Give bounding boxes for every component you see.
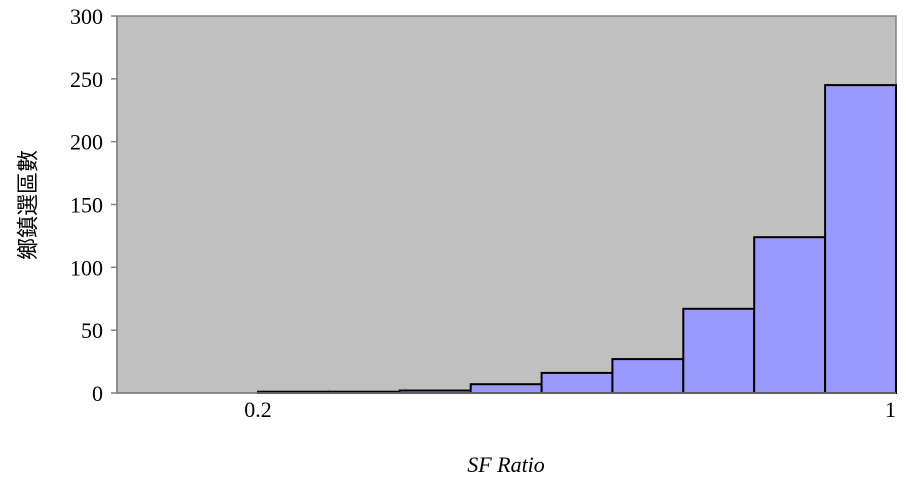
- histogram-bar: [753, 236, 827, 394]
- bars-group: [257, 84, 897, 395]
- histogram-bar: [611, 358, 685, 395]
- y-axis-ticks: 0 50 100 150 200 250 300: [70, 4, 117, 406]
- y-axis-title: 鄉鎮選區數: [16, 150, 41, 260]
- y-tick-label: 200: [70, 130, 103, 155]
- y-tick-label: 50: [81, 318, 103, 343]
- histogram-bar: [469, 383, 543, 395]
- x-axis-title: SF Ratio: [467, 452, 545, 477]
- histogram-bar: [682, 307, 756, 394]
- y-tick-label: 0: [92, 381, 103, 406]
- x-axis-ticks: 0.2 1: [244, 397, 896, 422]
- histogram-bar: [824, 84, 897, 394]
- y-tick-label: 100: [70, 255, 103, 280]
- x-tick-label: 0.2: [244, 397, 272, 422]
- y-tick-label: 250: [70, 67, 103, 92]
- y-tick-label: 150: [70, 193, 103, 218]
- histogram-bar: [540, 371, 614, 394]
- x-tick-label: 1: [885, 397, 896, 422]
- y-tick-label: 300: [70, 4, 103, 29]
